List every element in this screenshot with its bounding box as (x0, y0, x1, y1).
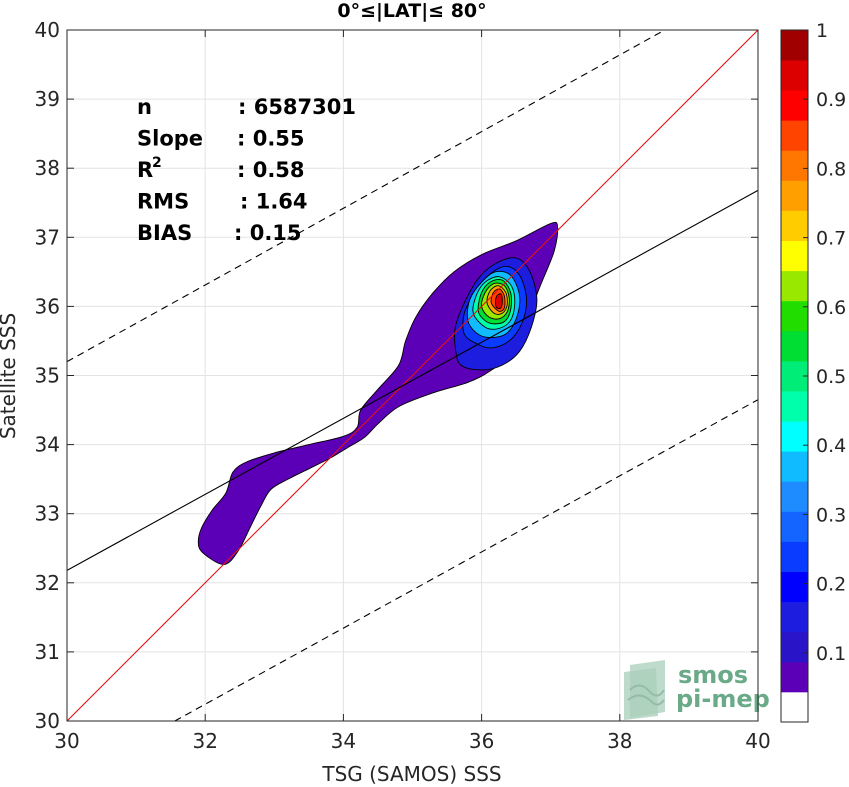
density-contour-10 (494, 293, 503, 309)
stat-value-4: : 1.64 (240, 190, 308, 214)
y-tick-label: 33 (35, 502, 60, 526)
lower-bound-line (174, 399, 758, 721)
colorbar-tick-label: 0.2 (816, 574, 846, 596)
density-contours (197, 221, 559, 565)
colorbar-tick-label: 0.6 (816, 297, 846, 319)
y-tick-label: 35 (35, 364, 60, 388)
colorbar-band (781, 661, 808, 693)
colorbar-band (781, 451, 808, 482)
colorbar-band (781, 60, 808, 91)
x-tick-label: 40 (745, 729, 770, 753)
stat-value-1: : 6587301 (238, 95, 356, 119)
colorbar-tick-label: 1 (816, 20, 828, 42)
colorbar-tick-label: 0.9 (816, 89, 846, 111)
stat-label-5: BIAS (137, 221, 192, 245)
identity-line (67, 30, 758, 721)
y-tick-label: 32 (35, 571, 60, 595)
stat-label-4: RMS (137, 190, 189, 214)
colorbar-band (781, 571, 808, 603)
x-tick-label: 32 (192, 729, 217, 753)
y-axis-ticks: 30 31 32 33 34 35 36 37 38 39 40 (35, 18, 758, 733)
x-tick-label: 30 (54, 729, 79, 753)
colorbar-tick-label: 0.8 (816, 158, 846, 180)
colorbar-band (781, 210, 808, 242)
colorbar-tick-label: 0.1 (816, 643, 846, 665)
colorbar-tick-label: 0.7 (816, 228, 846, 250)
statistics-box: n : 6587301 Slope : 0.55 R2 : 0.58 RMS : 1.64 BI… (137, 95, 356, 245)
logo-icon (624, 660, 665, 720)
colorbar-band (781, 150, 808, 181)
colorbar-band (781, 240, 808, 272)
y-tick-label: 30 (35, 709, 60, 733)
colorbar-band (781, 601, 808, 633)
x-tick-label: 38 (607, 729, 632, 753)
y-tick-label: 39 (35, 87, 60, 111)
y-tick-label: 40 (35, 18, 60, 42)
colorbar-band (781, 180, 808, 211)
stat-superscript: 2 (152, 155, 162, 171)
logo-text-pimep: pi-mep (676, 685, 770, 713)
x-axis-ticks: 30 32 34 36 38 40 (54, 30, 771, 753)
y-tick-label: 37 (35, 225, 60, 249)
y-tick-label: 31 (35, 640, 60, 664)
colorbar-tick-label: 0.5 (816, 366, 846, 388)
y-tick-label: 34 (35, 433, 60, 457)
stat-label-1: n (137, 95, 152, 119)
x-tick-label: 36 (469, 729, 494, 753)
colorbar-band (781, 631, 808, 663)
regression-line (67, 189, 758, 571)
colorbar-band (781, 541, 808, 572)
colorbar-band (781, 120, 808, 151)
stat-label-3: R (137, 158, 153, 182)
colorbar-tick-label: 0.4 (816, 435, 846, 457)
colorbar-band (781, 421, 808, 452)
y-axis-label: Satellite SSS (0, 313, 20, 439)
chart-title: 0°≤|LAT|≤ 80° (337, 0, 486, 22)
upper-bound-line (67, 30, 665, 363)
stat-value-5: : 0.15 (234, 221, 302, 245)
colorbar-band (781, 691, 808, 723)
colorbar-tick-label: 0.3 (816, 504, 846, 526)
colorbar-band (781, 511, 808, 542)
x-axis-label: TSG (SAMOS) SSS (321, 762, 501, 786)
stat-value-3: : 0.58 (237, 158, 305, 182)
reference-lines (67, 30, 758, 721)
colorbar-band (781, 481, 808, 512)
colorbar-band (781, 30, 808, 61)
smos-pimep-logo: smos pi-mep (624, 660, 770, 720)
logo-text-smos: smos (678, 661, 748, 689)
colorbar: 0.1 0.2 0.3 0.4 0.5 0.6 0.7 0.8 0.9 1 (780, 20, 846, 723)
colorbar-band (781, 391, 808, 422)
y-tick-label: 36 (35, 294, 60, 318)
colorbar-band (781, 270, 808, 302)
colorbar-band (781, 90, 808, 121)
colorbar-band (781, 330, 808, 362)
y-tick-label: 38 (35, 156, 60, 180)
stat-value-2: : 0.55 (237, 127, 305, 151)
stat-label-2: Slope (137, 127, 203, 151)
colorbar-band (781, 300, 808, 332)
x-tick-label: 34 (331, 729, 356, 753)
